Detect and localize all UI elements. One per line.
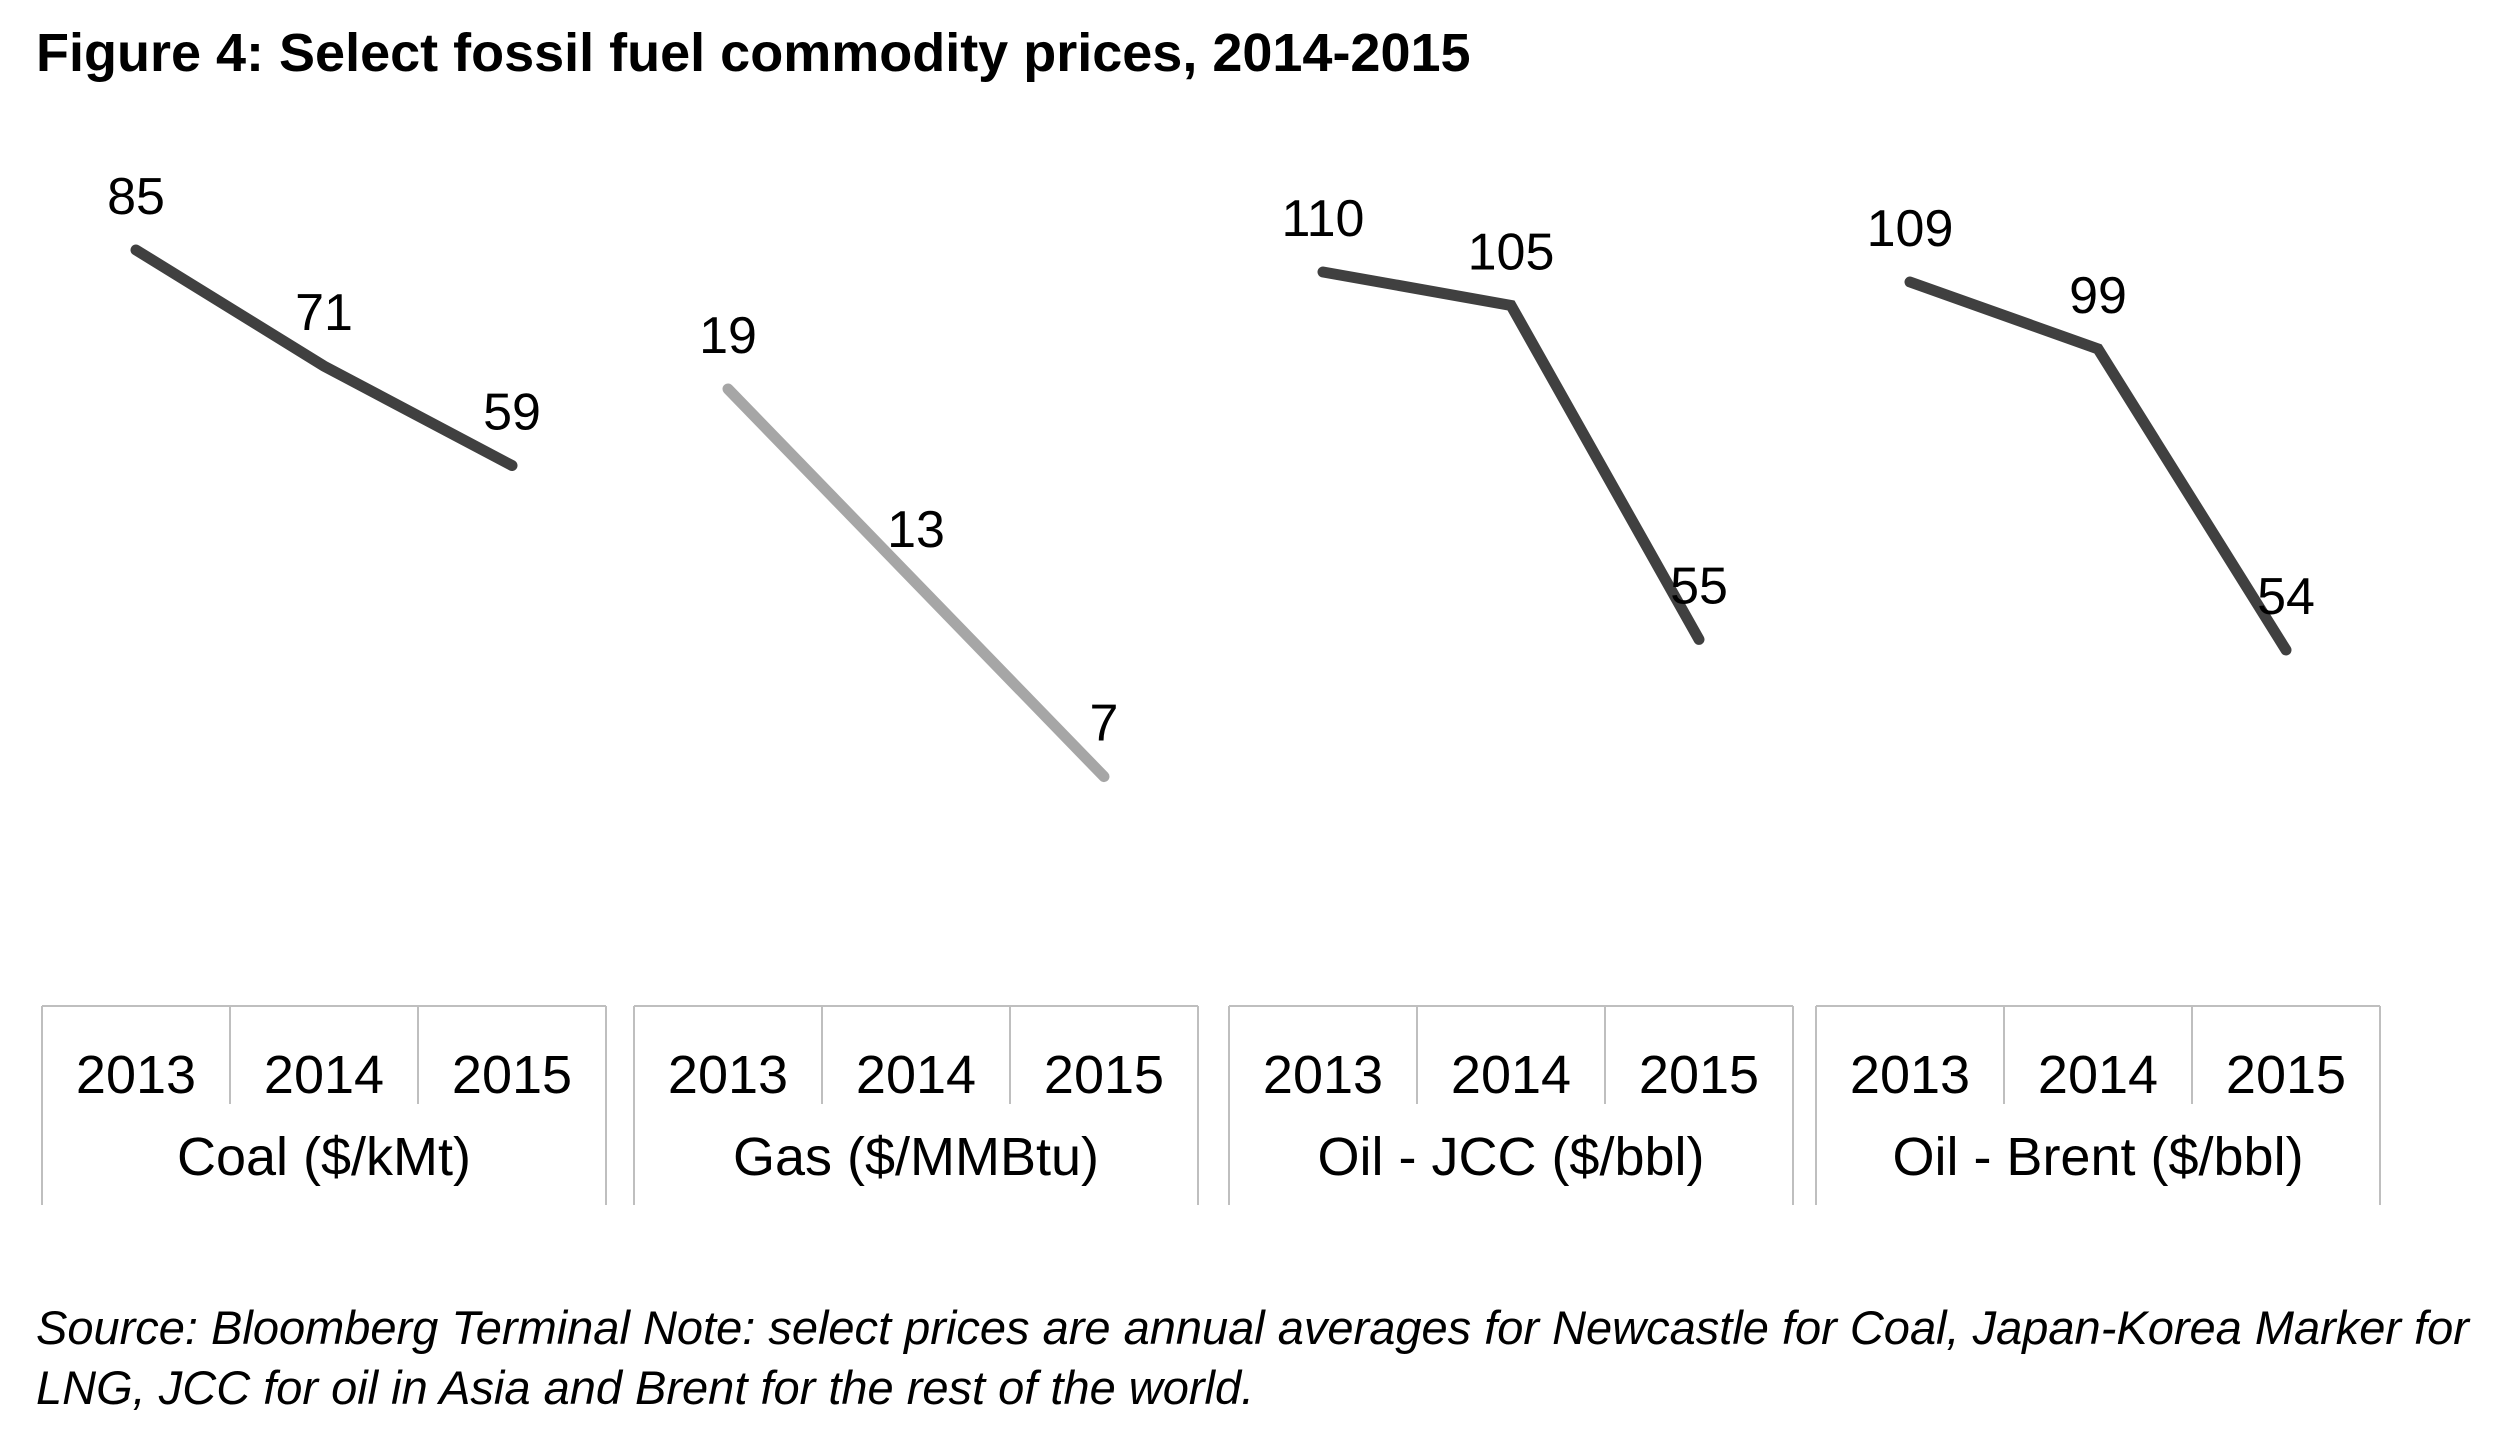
year-tick-label: 2015 [2226,1045,2346,1105]
year-tick-label: 2013 [1263,1045,1383,1105]
data-label: 13 [887,501,945,559]
year-tick-label: 2014 [264,1045,384,1105]
series-name-label: Gas ($/MMBtu) [733,1127,1099,1187]
year-tick-label: 2013 [1850,1045,1970,1105]
year-tick-label: 2013 [668,1045,788,1105]
data-label: 7 [1090,695,1119,753]
year-tick-label: 2015 [1044,1045,1164,1105]
year-tick-label: 2014 [2038,1045,2158,1105]
data-label: 85 [107,168,165,226]
data-label: 54 [2257,568,2315,626]
series-line-2 [722,383,1110,783]
data-label: 110 [1282,190,1365,248]
data-label: 71 [295,284,353,342]
data-label: 19 [699,307,757,365]
series-line-4 [1904,276,2292,656]
data-label: 99 [2069,267,2127,325]
data-label: 55 [1670,557,1728,615]
series-name-label: Coal ($/kMt) [177,1127,471,1187]
data-label: 109 [1867,200,1954,258]
year-tick-label: 2015 [452,1045,572,1105]
data-label: 105 [1468,223,1555,281]
series-line-1 [130,244,518,472]
source-note: Source: Bloomberg Terminal Note: select … [36,1301,2469,1414]
data-label: 59 [483,384,541,442]
year-tick-label: 2015 [1639,1045,1759,1105]
figure-title: Figure 4: Select fossil fuel commodity p… [36,23,1471,83]
year-tick-label: 2013 [76,1045,196,1105]
chart-area: 85 71 59 2013 2014 2015 Coal ($/kMt) 19 13 7 2013 2… [41,168,2381,1205]
series-name-label: Oil - Brent ($/bbl) [1892,1127,2303,1187]
year-tick-label: 2014 [856,1045,976,1105]
series-name-label: Oil - JCC ($/bbl) [1317,1127,1704,1187]
year-tick-label: 2014 [1451,1045,1571,1105]
series-line-3 [1317,266,1705,645]
